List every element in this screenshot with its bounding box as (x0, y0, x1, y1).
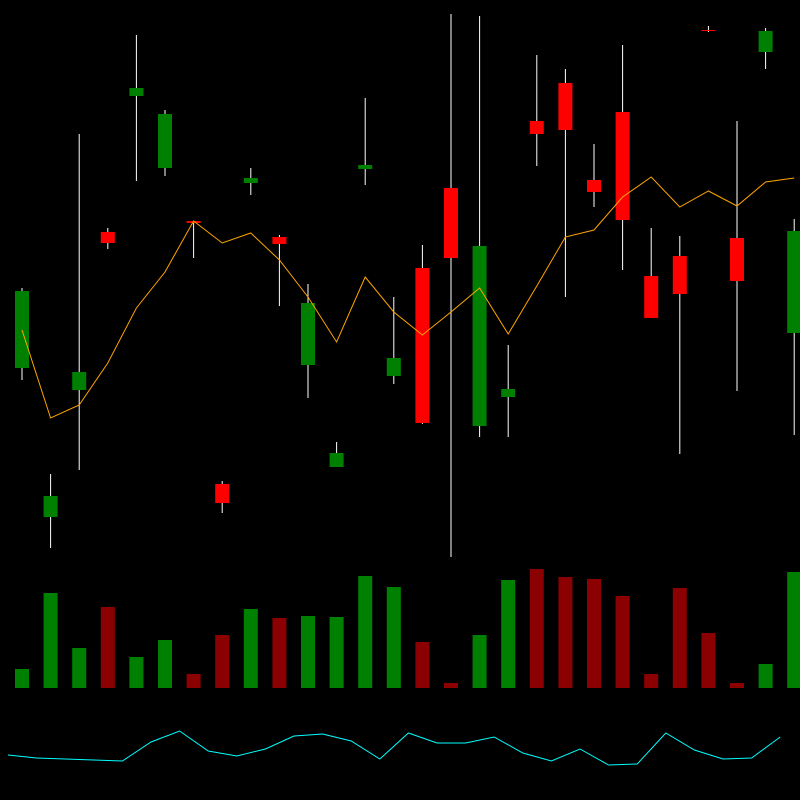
candle-body (787, 231, 800, 333)
volume-bar (501, 580, 516, 688)
volume-bar (358, 576, 373, 688)
volume-bar (72, 648, 87, 688)
candle-body (243, 178, 258, 183)
volume-bar (444, 683, 458, 688)
volume-bar (129, 657, 144, 688)
volume-bar (472, 635, 487, 688)
candle-body (558, 83, 573, 130)
volume-bar (787, 572, 800, 688)
candle-body (158, 114, 172, 168)
candle-body (644, 276, 659, 318)
candle-body (72, 372, 87, 390)
volume-bar (558, 577, 573, 688)
volume-bar (644, 674, 659, 688)
candle-body (501, 389, 516, 397)
volume-bar (43, 593, 58, 688)
volume-bar (215, 635, 230, 688)
volume-bar (587, 579, 601, 688)
volume-bar (15, 669, 29, 688)
volume-bar (186, 674, 201, 688)
candle-body (43, 496, 58, 517)
volume-bar (272, 618, 287, 688)
candle-body (615, 112, 630, 220)
candle-body (100, 232, 115, 243)
volume-bar (758, 664, 773, 688)
indicator-line (7, 730, 781, 766)
candle-body (272, 237, 287, 244)
candle-body (587, 180, 601, 192)
candle-body (301, 303, 315, 365)
moving-average-line (21, 176, 795, 419)
candle-body (386, 358, 401, 376)
volume-bar (386, 587, 401, 688)
volume-bar (100, 607, 115, 688)
volume-bar (329, 617, 344, 688)
candle-body (444, 188, 458, 258)
candle-body (672, 256, 687, 294)
candle-body (472, 246, 487, 426)
candle-body (529, 121, 544, 134)
candle-body (730, 238, 744, 281)
volume-bar (672, 588, 687, 688)
candle-body (15, 291, 29, 368)
volume-bar (301, 616, 315, 688)
candle-body (129, 88, 144, 96)
volume-bar (158, 640, 172, 688)
candle-body (415, 268, 430, 423)
volume-bar (243, 609, 258, 688)
volume-bar (730, 683, 744, 688)
volume-bar (529, 569, 544, 688)
volume-bar (415, 642, 430, 688)
candle-body (758, 31, 773, 52)
candle-body (215, 484, 230, 503)
candle-body (358, 165, 373, 169)
volume-bar (615, 596, 630, 688)
candle-body (329, 453, 344, 467)
volume-bar (701, 633, 716, 688)
candle-body (701, 30, 716, 31)
